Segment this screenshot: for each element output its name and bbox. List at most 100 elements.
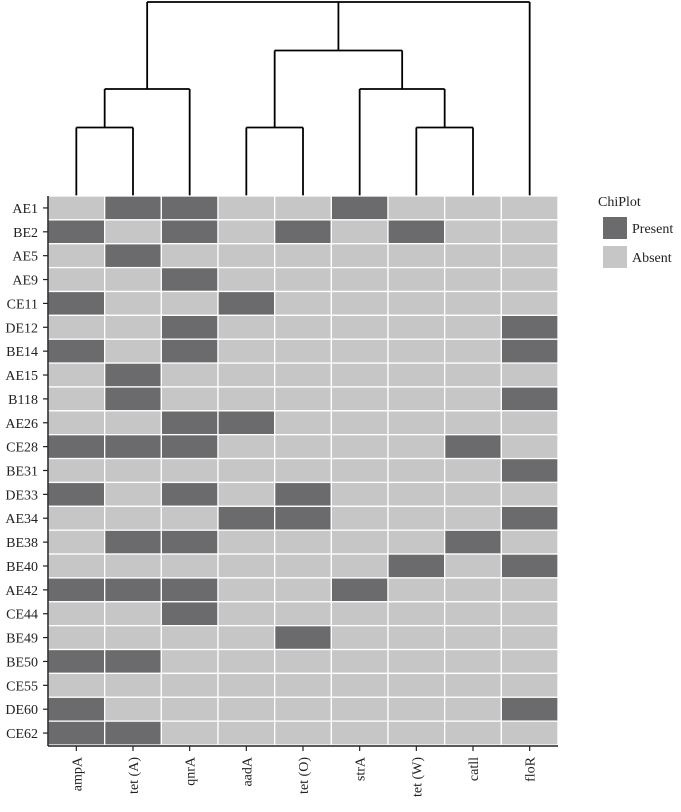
- heatmap-cell-BE2-5: [330, 219, 389, 245]
- heatmap-cell-CE11-4: [274, 290, 332, 316]
- heatmap-cell-DE33-7: [444, 481, 502, 507]
- legend-swatch-present: [603, 217, 627, 239]
- heatmap-cell-DE60-4: [274, 696, 332, 722]
- heatmap-cell-CE55-0: [47, 672, 106, 698]
- heatmap-cell-BE31-8: [500, 457, 559, 484]
- heatmap-cell-CE62-7: [444, 720, 502, 746]
- heatmap-cell-AE15-7: [444, 362, 502, 388]
- heatmap-cell-BE38-2: [160, 529, 219, 555]
- row-label: BE31: [6, 465, 38, 480]
- heatmap-cell-CE28-8: [500, 434, 559, 460]
- heatmap-cell-CE44-7: [444, 601, 502, 627]
- heatmap-cell-AE42-5: [330, 577, 389, 603]
- heatmap-cell-BE14-6: [387, 338, 446, 364]
- heatmap-cell-DE33-3: [217, 481, 276, 507]
- heatmap-cell-CE55-4: [274, 672, 332, 698]
- heatmap-cell-CE11-0: [47, 290, 106, 316]
- row-label: DE12: [5, 321, 38, 336]
- heatmap-cell-AE9-5: [330, 266, 389, 293]
- heatmap-cell-AE42-2: [160, 577, 219, 603]
- heatmap-cell-DE33-5: [330, 481, 389, 507]
- heatmap-cell-DE33-1: [104, 481, 162, 507]
- heatmap-cell-DE12-6: [387, 314, 446, 340]
- legend-swatch-absent: [603, 246, 627, 268]
- heatmap-cell-BE2-0: [47, 219, 106, 245]
- heatmap-cell-AE15-2: [160, 362, 219, 388]
- heatmap-cell-AE1-6: [387, 195, 446, 221]
- column-label: qnrA: [184, 756, 199, 786]
- heatmap-cell-AE5-8: [500, 243, 559, 269]
- heatmap-cell-DE12-7: [444, 314, 502, 340]
- heatmap-cell-CE28-0: [47, 434, 106, 460]
- heatmap-cell-AE9-1: [104, 266, 162, 293]
- heatmap-cell-CE44-2: [160, 601, 219, 627]
- heatmap-cell-AE26-3: [217, 410, 276, 436]
- heatmap-cell-B118-7: [444, 386, 502, 412]
- row-label: BE2: [13, 226, 38, 241]
- heatmap-cell-AE15-3: [217, 362, 276, 388]
- heatmap-cell-DE12-0: [47, 314, 106, 340]
- heatmap-cell-AE1-5: [330, 195, 389, 221]
- heatmap-cell-AE34-3: [217, 505, 276, 531]
- heatmap-cell-AE15-5: [330, 362, 389, 388]
- heatmap-cell-AE42-6: [387, 577, 446, 603]
- heatmap-cell-CE11-8: [500, 290, 559, 316]
- heatmap-cell-AE1-3: [217, 195, 276, 221]
- column-label: tet (O): [297, 757, 312, 794]
- heatmap-cell-AE1-0: [47, 195, 106, 221]
- heatmap-cell-BE50-5: [330, 648, 389, 675]
- heatmap-cell-BE40-4: [274, 553, 332, 579]
- heatmap-cell-AE15-1: [104, 362, 162, 388]
- heatmap-cell-AE42-0: [47, 577, 106, 603]
- heatmap-cell-CE55-3: [217, 672, 276, 698]
- heatmap-cell-AE34-8: [500, 505, 559, 531]
- heatmap-cell-AE1-1: [104, 195, 162, 221]
- heatmap-cell-CE11-6: [387, 290, 446, 316]
- row-label: CE28: [6, 441, 38, 456]
- heatmap-cell-AE15-6: [387, 362, 446, 388]
- heatmap-cell-BE38-6: [387, 529, 446, 555]
- heatmap-cell-BE31-7: [444, 457, 502, 484]
- heatmap-cell-BE38-5: [330, 529, 389, 555]
- row-label: CE11: [7, 297, 38, 312]
- column-label: catll: [467, 757, 482, 781]
- heatmap-cell-CE55-6: [387, 672, 446, 698]
- row-label: AE34: [5, 512, 38, 527]
- heatmap-cell-CE11-7: [444, 290, 502, 316]
- heatmap-cell-AE9-7: [444, 266, 502, 293]
- heatmap-cell-AE26-2: [160, 410, 219, 436]
- row-label: CE55: [6, 679, 38, 694]
- heatmap-cell-CE62-0: [47, 720, 106, 746]
- row-label: BE14: [6, 345, 38, 360]
- heatmap-cell-BE50-7: [444, 648, 502, 675]
- heatmap-cell-DE60-3: [217, 696, 276, 722]
- heatmap-cell-AE42-7: [444, 577, 502, 603]
- column-label: tet (W): [410, 757, 425, 797]
- heatmap-cell-DE60-1: [104, 696, 162, 722]
- heatmap-cell-AE5-1: [104, 243, 162, 269]
- row-label: BE49: [6, 632, 38, 647]
- heatmap-cell-BE49-8: [500, 625, 559, 651]
- heatmap-cell-BE50-4: [274, 648, 332, 675]
- heatmap-cell-CE44-4: [274, 601, 332, 627]
- heatmap-cell-DE12-4: [274, 314, 332, 340]
- legend-label-absent: Absent: [632, 251, 672, 266]
- heatmap-cell-AE1-2: [160, 195, 219, 221]
- heatmap-cell-AE34-2: [160, 505, 219, 531]
- heatmap-cell-B118-6: [387, 386, 446, 412]
- heatmap-cell-AE26-7: [444, 410, 502, 436]
- heatmap-cell-AE9-0: [47, 266, 106, 293]
- heatmap-cell-CE62-8: [500, 720, 559, 746]
- heatmap-cell-BE40-0: [47, 553, 106, 579]
- heatmap-cell-CE44-8: [500, 601, 559, 627]
- heatmap-cell-BE49-6: [387, 625, 446, 651]
- heatmap-cell-BE38-4: [274, 529, 332, 555]
- row-label: CE62: [6, 727, 38, 742]
- heatmap-cell-AE5-2: [160, 243, 219, 269]
- row-label: DE60: [5, 703, 38, 718]
- legend: ChiPlot Present Absent: [598, 195, 673, 268]
- heatmap-cell-BE40-6: [387, 553, 446, 579]
- heatmap-cell-CE44-1: [104, 601, 162, 627]
- heatmap-cell-CE44-3: [217, 601, 276, 627]
- row-label: AE1: [12, 202, 38, 217]
